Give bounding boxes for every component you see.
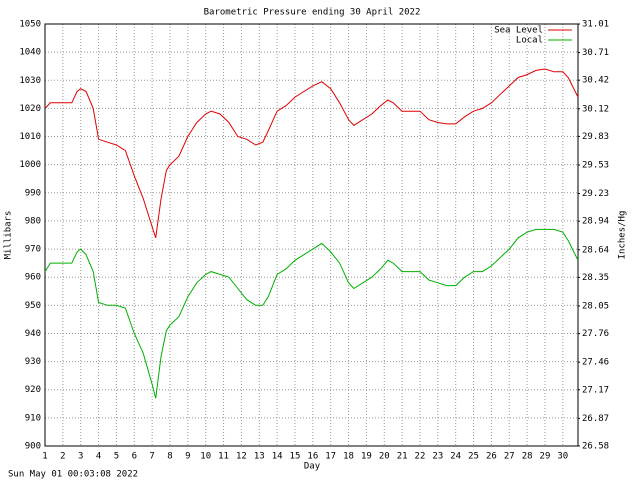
series-line [44,228,579,399]
x-tick-label: 16 [307,452,318,462]
x-tick-label: 11 [218,452,229,462]
x-tick-label: 19 [361,452,372,462]
y-tick-label: 930 [25,357,41,367]
x-tick-label: 28 [522,452,533,462]
x-tick-label: 5 [114,452,119,462]
y2-tick-label: 29.53 [582,160,609,170]
y-axis-label: Millibars [4,211,14,260]
plot-frame [44,23,579,447]
x-tick-label: 12 [236,452,247,462]
x-tick-label: 24 [450,452,461,462]
legend-label: Local [516,36,543,46]
y2-tick-label: 28.64 [582,245,609,255]
y2-tick-label: 30.71 [582,48,609,58]
y-tick-label: 1040 [19,48,41,58]
y-tick-label: 1000 [19,160,41,170]
y2-tick-label: 30.12 [582,104,609,114]
x-tick-label: 1 [42,452,47,462]
y2-tick-label: 27.76 [582,329,609,339]
y-tick-label: 940 [25,329,41,339]
x-tick-label: 17 [325,452,336,462]
x-axis-label: Day [304,462,321,472]
y2-tick-label: 26.58 [582,442,609,452]
footer: Sun May 01 00:03:08 2022 [8,470,138,480]
x-tick-label: 20 [379,452,390,462]
y-tick-label: 900 [25,442,41,452]
y2-tick-label: 29.23 [582,189,609,199]
x-tick-label: 30 [557,452,568,462]
x-tick-label: 4 [96,452,101,462]
legend-label: Sea Level [494,26,543,36]
y2-tick-label: 29.83 [582,132,609,142]
x-tick-label: 2 [60,452,65,462]
y-tick-label: 1030 [19,76,41,86]
y2-tick-label: 30.42 [582,76,609,86]
y-tick-label: 990 [25,188,41,198]
x-tick-label: 15 [290,452,301,462]
y-tick-label: 910 [25,413,41,423]
y2-tick-label: 27.17 [582,385,609,395]
y-tick-label: 1020 [19,104,41,114]
series-line [44,68,579,238]
y-tick-label: 960 [25,273,41,283]
y-tick-label: 1050 [19,20,41,30]
x-tick-label: 22 [415,452,426,462]
x-tick-label: 18 [343,452,354,462]
y-tick-label: 920 [25,385,41,395]
x-tick-label: 7 [149,452,154,462]
x-tick-label: 25 [468,452,479,462]
y2-tick-label: 28.05 [582,301,609,311]
chart-title: Barometric Pressure ending 30 April 2022 [204,8,421,18]
y-tick-label: 970 [25,245,41,255]
x-tick-label: 10 [200,452,211,462]
x-tick-label: 8 [167,452,172,462]
x-tick-label: 13 [254,452,265,462]
x-tick-label: 27 [504,452,515,462]
y2-tick-label: 31.01 [582,20,609,30]
x-tick-label: 9 [185,452,190,462]
y-tick-label: 1010 [19,132,41,142]
y2-tick-label: 26.87 [582,414,609,424]
x-tick-label: 26 [486,452,497,462]
y-tick-label: 980 [25,216,41,226]
x-tick-label: 3 [78,452,83,462]
y-tick-label: 950 [25,301,41,311]
x-tick-label: 23 [432,452,443,462]
x-tick-label: 21 [397,452,408,462]
x-tick-label: 29 [540,452,551,462]
y2-tick-label: 28.94 [582,217,609,227]
y2-axis-label: Inches/Hg [618,211,628,260]
y2-tick-label: 27.46 [582,358,609,368]
y2-tick-label: 28.35 [582,273,609,283]
x-tick-label: 6 [132,452,137,462]
x-tick-label: 14 [272,452,283,462]
